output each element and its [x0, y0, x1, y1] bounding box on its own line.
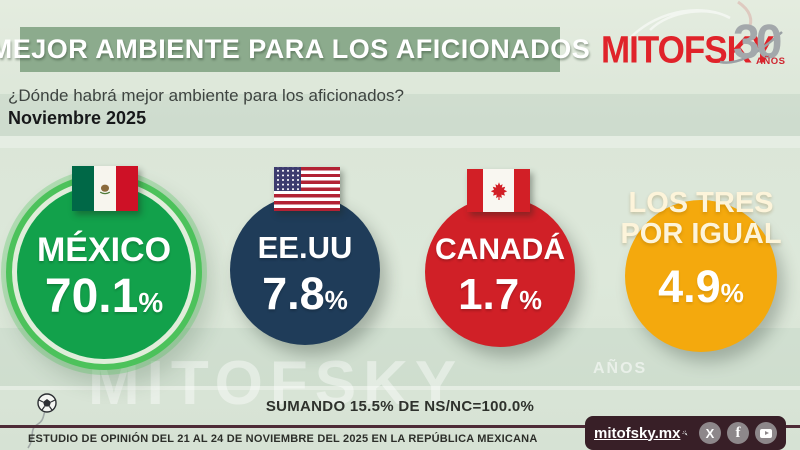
title-banner: MEJOR AMBIENTE PARA LOS AFICIONADOS: [0, 27, 590, 72]
question-text: ¿Dónde habrá mejor ambiente para los afi…: [8, 86, 404, 105]
mexico-flag-icon: [72, 166, 138, 211]
mexico-value: 70.1%: [44, 270, 164, 324]
mitofsky-logo: MITOFSKY: [601, 29, 774, 72]
usa-flag-icon: [274, 167, 340, 211]
all-three-value: 4.9%: [658, 261, 744, 312]
usa-flag-canton: [274, 167, 301, 191]
youtube-icon[interactable]: [755, 422, 777, 444]
swoosh-icon: [719, 31, 783, 64]
mitofsky-watermark: MITOFSKY: [88, 349, 464, 418]
facebook-icon[interactable]: f: [727, 422, 749, 444]
usa-circle: EE.UU 7.8%: [230, 195, 380, 345]
mexico-label: MÉXICO: [36, 230, 172, 269]
cursor-click-icon: [682, 430, 689, 437]
canada-flag-icon: [467, 169, 530, 212]
bg-band: [0, 94, 800, 136]
anniversary-label: AÑOS: [756, 56, 786, 67]
footer-divider: [0, 425, 800, 428]
soccer-ball-icon: [27, 393, 57, 449]
x-icon[interactable]: X: [699, 422, 721, 444]
page-title: MEJOR AMBIENTE PARA LOS AFICIONADOS: [0, 34, 591, 64]
usa-label: EE.UU: [257, 230, 353, 266]
all-three-circle: [625, 200, 777, 352]
website-link[interactable]: mitofsky.mx: [594, 424, 681, 442]
methodology-text: ESTUDIO DE OPINIÓN DEL 21 AL 24 DE NOVIE…: [28, 433, 538, 445]
canada-label: CANADÁ: [435, 232, 565, 266]
mexico-eagle-emblem: [99, 184, 111, 194]
sketch-watermark: [629, 0, 753, 39]
bg-band: [0, 136, 800, 148]
anios-watermark: AÑOS: [593, 360, 648, 377]
anniversary-30: 30: [733, 16, 782, 69]
website-box: mitofsky.mx X f: [585, 416, 786, 450]
bg-band: [0, 386, 800, 390]
canada-circle: CANADÁ 1.7%: [425, 197, 575, 347]
sum-note: SUMANDO 15.5% DE NS/NC=100.0%: [265, 398, 535, 415]
usa-value: 7.8%: [262, 267, 348, 319]
period-text: Noviembre 2025: [8, 108, 147, 128]
maple-leaf-icon: [490, 181, 507, 200]
canada-value: 1.7%: [458, 270, 542, 320]
mexico-circle: MÉXICO 70.1%: [17, 185, 191, 359]
all-three-label: LOS TRES POR IGUAL: [620, 187, 782, 251]
